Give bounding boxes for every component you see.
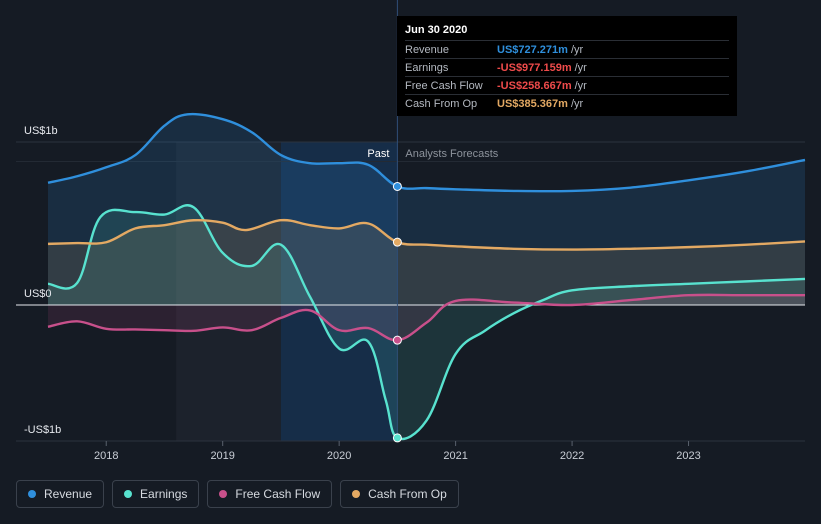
- tooltip-row-free-cash-flow: Free Cash Flow -US$258.667m /yr: [405, 76, 729, 94]
- x-tick-label: 2019: [210, 450, 234, 462]
- x-tick-label: 2018: [94, 450, 118, 462]
- tooltip-value: -US$258.667m: [497, 79, 572, 92]
- marker-free-cash-flow: [392, 335, 402, 345]
- tooltip-row-revenue: Revenue US$727.271m /yr: [405, 40, 729, 58]
- tooltip-unit: /yr: [570, 43, 584, 56]
- legend-item-cash-from-op[interactable]: Cash From Op: [340, 480, 459, 508]
- y-axis-label: US$0: [24, 288, 52, 300]
- tooltip-label: Revenue: [405, 43, 450, 56]
- past-highlight-band: [280, 142, 398, 441]
- tooltip-row-earnings: Earnings -US$977.159m /yr: [405, 58, 729, 76]
- y-axis-label: -US$1b: [24, 424, 61, 436]
- series-area-revenue: [48, 114, 805, 305]
- legend-dot-icon: [219, 490, 228, 498]
- legend-dot-icon: [28, 490, 36, 498]
- marker-earnings: [392, 433, 402, 443]
- chart-tooltip: Jun 30 2020 Revenue US$727.271m /yr Earn…: [397, 16, 737, 116]
- x-tick-label: 2020: [327, 450, 351, 462]
- marker-cash-from-op: [392, 237, 402, 247]
- series-line-earnings: [47, 204, 806, 441]
- tooltip-value: US$727.271m: [497, 43, 568, 56]
- legend-item-earnings[interactable]: Earnings: [112, 480, 200, 508]
- tooltip-value: -US$977.159m: [497, 61, 572, 74]
- tooltip-label: Cash From Op: [405, 97, 478, 110]
- series-line-cash-from-op: [47, 218, 806, 251]
- tooltip-row-cash-from-op: Cash From Op US$385.367m /yr: [405, 94, 729, 112]
- x-tick-label: 2023: [676, 450, 700, 462]
- legend-item-free-cash-flow[interactable]: Free Cash Flow: [207, 480, 333, 508]
- past-label: Past: [367, 148, 389, 160]
- tooltip-label: Free Cash Flow: [405, 79, 483, 92]
- legend-dot-icon: [352, 490, 361, 498]
- tooltip-value: US$385.367m: [497, 97, 568, 110]
- legend-label: Cash From Op: [368, 487, 447, 501]
- historical-shade-band: [176, 142, 281, 441]
- forecast-label: Analysts Forecasts: [405, 148, 498, 160]
- tooltip-unit: /yr: [574, 79, 587, 92]
- series-area-cash-from-op: [48, 220, 805, 305]
- series-line-free-cash-flow: [47, 293, 805, 342]
- series-line-revenue: [47, 112, 806, 193]
- tooltip-date: Jun 30 2020: [405, 24, 468, 36]
- legend-label: Earnings: [140, 487, 188, 501]
- marker-revenue: [392, 181, 402, 191]
- x-tick-label: 2021: [443, 450, 467, 462]
- chart-legend: Revenue Earnings Free Cash Flow Cash Fro…: [16, 480, 459, 508]
- tooltip-unit: /yr: [574, 61, 587, 74]
- tooltip-label: Earnings: [405, 61, 449, 74]
- legend-label: Revenue: [44, 487, 93, 501]
- legend-dot-icon: [124, 490, 133, 498]
- y-axis-label: US$1b: [24, 125, 58, 137]
- legend-label: Free Cash Flow: [235, 487, 321, 501]
- tooltip-unit: /yr: [570, 97, 584, 110]
- x-tick-label: 2022: [560, 450, 584, 462]
- legend-item-revenue[interactable]: Revenue: [16, 480, 105, 508]
